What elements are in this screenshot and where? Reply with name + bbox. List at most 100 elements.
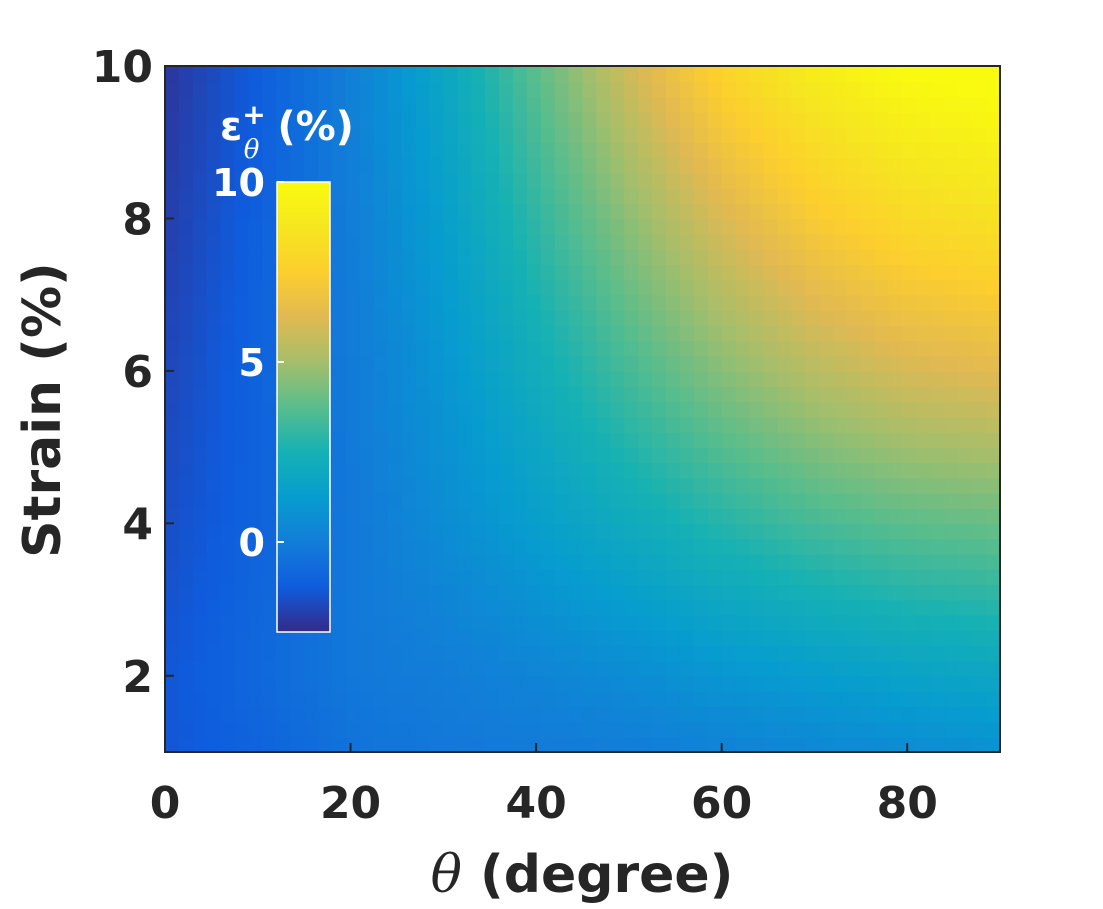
heatmap-cell: [373, 111, 389, 128]
heatmap-cell: [568, 477, 584, 494]
heatmap-cell: [471, 218, 486, 235]
heatmap-cell: [693, 309, 709, 326]
heatmap-cell: [332, 614, 347, 631]
heatmap-cell: [624, 355, 639, 372]
heatmap-cell: [415, 340, 431, 357]
heatmap-cell: [652, 675, 667, 692]
heatmap-cell: [443, 447, 459, 464]
heatmap-cell: [819, 309, 834, 326]
heatmap-cell: [888, 264, 904, 281]
heatmap-cell: [499, 508, 514, 525]
heatmap-cell: [916, 736, 932, 753]
heatmap-cell: [860, 264, 876, 281]
heatmap-cell: [888, 386, 904, 403]
colorbar-title-sup: +: [242, 98, 265, 131]
heatmap-cell: [707, 81, 723, 98]
heatmap-cell: [165, 523, 180, 540]
heatmap-cell: [248, 553, 264, 570]
heatmap-cell: [429, 691, 445, 708]
heatmap-cell: [902, 248, 918, 265]
heatmap-cell: [805, 462, 820, 479]
heatmap-cell: [290, 142, 305, 159]
heatmap-cell: [401, 157, 417, 174]
heatmap-cell: [443, 111, 459, 128]
heatmap-cell: [540, 447, 556, 464]
heatmap-cell: [554, 599, 570, 616]
heatmap-cell: [693, 523, 709, 540]
heatmap-cell: [582, 538, 598, 555]
heatmap-cell: [373, 431, 389, 448]
heatmap-cell: [499, 111, 514, 128]
heatmap-cell: [568, 157, 584, 174]
heatmap-cell: [499, 599, 514, 616]
heatmap-cell: [735, 233, 751, 250]
heatmap-cell: [735, 660, 751, 677]
heatmap-cell: [540, 721, 556, 738]
heatmap-cell: [624, 81, 639, 98]
heatmap-cell: [902, 142, 918, 159]
heatmap-cell: [373, 96, 389, 113]
heatmap-cell: [596, 553, 612, 570]
heatmap-cell: [763, 279, 779, 296]
heatmap-cell: [707, 523, 723, 540]
heatmap-cell: [833, 81, 848, 98]
heatmap-cell: [457, 691, 472, 708]
heatmap-cell: [846, 523, 862, 540]
heatmap-cell: [526, 248, 542, 265]
heatmap-cell: [165, 584, 180, 601]
heatmap-cell: [220, 523, 236, 540]
heatmap-cell: [526, 126, 542, 144]
heatmap-cell: [220, 691, 236, 708]
heatmap-cell: [332, 386, 347, 403]
heatmap-cell: [819, 569, 834, 586]
heatmap-cell: [359, 706, 375, 723]
heatmap-cell: [499, 340, 514, 357]
heatmap-cell: [220, 538, 236, 555]
heatmap-cell: [777, 294, 793, 311]
heatmap-cell: [165, 325, 180, 342]
heatmap-cell: [874, 370, 890, 387]
heatmap-cell: [791, 386, 806, 403]
heatmap-cell: [707, 401, 723, 418]
heatmap-cell: [192, 81, 208, 98]
heatmap-cell: [860, 614, 876, 631]
heatmap-cell: [944, 492, 960, 509]
heatmap-cell: [735, 614, 751, 631]
heatmap-cell: [540, 614, 556, 631]
heatmap-cell: [638, 736, 653, 753]
heatmap-cell: [721, 386, 737, 403]
heatmap-cell: [596, 447, 612, 464]
heatmap-cell: [526, 691, 542, 708]
heatmap-cell: [791, 233, 806, 250]
heatmap-cell: [958, 447, 973, 464]
heatmap-cell: [429, 279, 445, 296]
heatmap-cell: [763, 675, 779, 692]
heatmap-cell: [596, 203, 612, 220]
heatmap-cell: [791, 660, 806, 677]
heatmap-cell: [387, 447, 403, 464]
heatmap-cell: [387, 294, 403, 311]
heatmap-cell: [902, 614, 918, 631]
heatmap-cell: [735, 462, 751, 479]
heatmap-cell: [972, 142, 987, 159]
heatmap-cell: [582, 584, 598, 601]
heatmap-cell: [902, 218, 918, 235]
heatmap-cell: [499, 203, 514, 220]
heatmap-cell: [819, 599, 834, 616]
heatmap-cell: [387, 264, 403, 281]
heatmap-cell: [958, 233, 973, 250]
heatmap-cell: [777, 66, 793, 83]
heatmap-cell: [526, 264, 542, 281]
heatmap-cell: [652, 462, 667, 479]
heatmap-cell: [359, 96, 375, 113]
heatmap-cell: [276, 645, 292, 662]
heatmap-cell: [471, 477, 486, 494]
heatmap-cell: [429, 462, 445, 479]
heatmap-cell: [582, 721, 598, 738]
heatmap-cell: [415, 157, 431, 174]
heatmap-cell: [485, 126, 500, 144]
heatmap-cell: [693, 111, 709, 128]
heatmap-cell: [554, 126, 570, 144]
heatmap-cell: [526, 142, 542, 159]
heatmap-cell: [666, 81, 681, 98]
